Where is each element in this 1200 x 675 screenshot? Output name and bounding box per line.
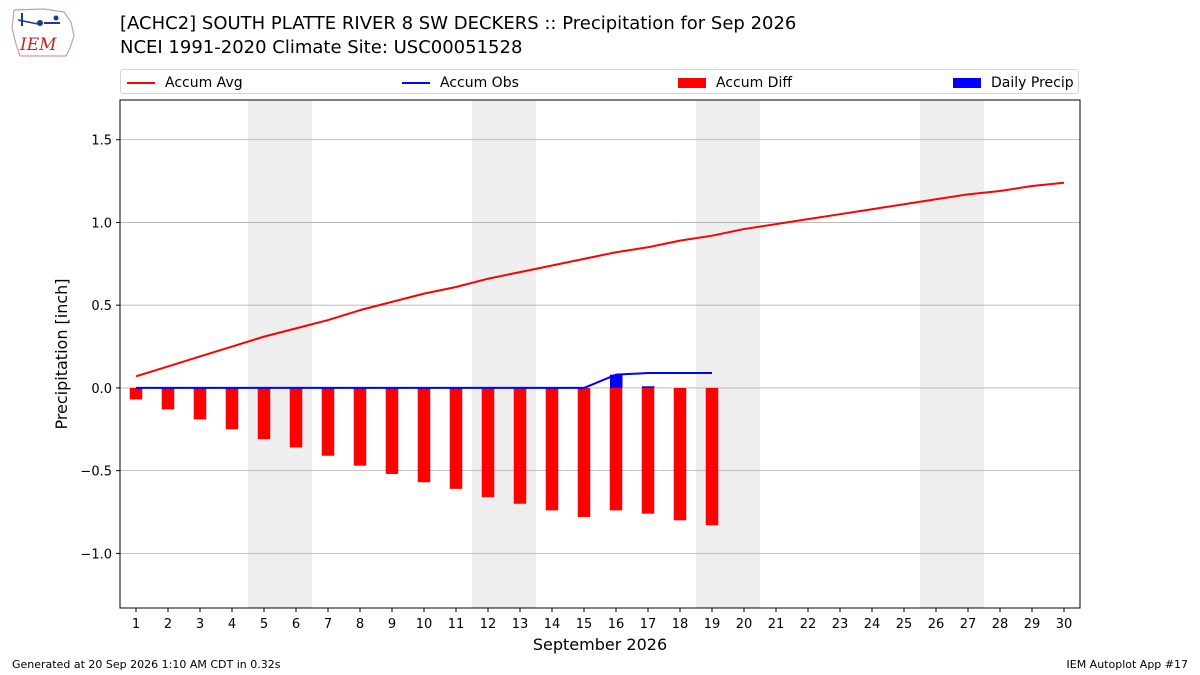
chart-subtitle: NCEI 1991-2020 Climate Site: USC00051528 (120, 37, 523, 58)
x-tick-label: 8 (356, 617, 364, 632)
x-tick-label: 21 (768, 617, 785, 632)
chart-title: [ACHC2] SOUTH PLATTE RIVER 8 SW DECKERS … (120, 13, 797, 34)
legend-item-accum-obs: Accum Obs (402, 70, 519, 95)
x-tick-label: 28 (992, 617, 1009, 632)
legend-item-accum-avg: Accum Avg (127, 70, 243, 95)
legend-label-daily-precip: Daily Precip (991, 74, 1074, 91)
logo-text: IEM (19, 35, 57, 55)
x-tick-label: 10 (416, 617, 433, 632)
legend-label-accum-diff: Accum Diff (716, 74, 793, 91)
y-tick-label: 0.0 (91, 382, 112, 397)
x-tick-label: 11 (448, 617, 465, 632)
x-tick-label: 12 (480, 617, 497, 632)
daily-precip-bar-16 (610, 374, 623, 388)
x-tick-label: 4 (228, 617, 236, 632)
x-tick-label: 1 (132, 617, 140, 632)
chart-legend: Accum Avg Accum Obs Accum Diff Daily Pre… (120, 69, 1079, 94)
legend-swatch-accum-avg (127, 81, 155, 84)
x-tick-label: 26 (928, 617, 945, 632)
x-tick-label: 24 (864, 617, 881, 632)
y-tick-label: −0.5 (80, 465, 112, 480)
generated-timestamp: Generated at 20 Sep 2026 1:10 AM CDT in … (12, 658, 281, 671)
x-tick-label: 30 (1056, 617, 1073, 632)
y-tick-label: 1.5 (91, 134, 112, 149)
x-tick-label: 6 (292, 617, 300, 632)
x-tick-label: 19 (704, 617, 721, 632)
iem-logo: IEM (8, 6, 80, 58)
legend-swatch-daily-precip (953, 77, 981, 88)
y-axis-label: Precipitation [inch] (52, 278, 71, 429)
legend-swatch-accum-diff (678, 77, 706, 88)
accum-diff-bar-17 (641, 387, 655, 514)
x-tick-label: 2 (164, 617, 172, 632)
x-tick-label: 23 (832, 617, 849, 632)
x-tick-label: 13 (512, 617, 529, 632)
accum-diff-bar-4 (225, 387, 239, 430)
accum-diff-bar-11 (449, 387, 463, 489)
x-tick-label: 29 (1024, 617, 1041, 632)
weekend-band-0 (248, 100, 312, 608)
x-tick-label: 18 (672, 617, 689, 632)
accum-diff-bar-12 (481, 387, 495, 498)
accum-diff-bar-8 (353, 387, 367, 466)
autoplot-app-label: IEM Autoplot App #17 (1066, 658, 1189, 671)
x-tick-label: 25 (896, 617, 913, 632)
accum-diff-bar-5 (257, 387, 271, 440)
accum-diff-bar-3 (193, 387, 207, 420)
accum-diff-bar-18 (673, 387, 687, 521)
x-tick-label: 27 (960, 617, 977, 632)
accum-diff-bar-6 (289, 387, 303, 448)
accum-diff-bar-15 (577, 387, 591, 517)
x-tick-label: 20 (736, 617, 753, 632)
legend-item-accum-diff: Accum Diff (678, 70, 792, 95)
y-tick-label: 1.0 (91, 216, 112, 231)
x-tick-label: 7 (324, 617, 332, 632)
x-tick-label: 14 (544, 617, 561, 632)
legend-label-accum-obs: Accum Obs (440, 74, 519, 91)
accum-diff-bar-7 (321, 387, 335, 456)
y-tick-label: 0.5 (91, 299, 112, 314)
x-tick-label: 3 (196, 617, 204, 632)
accum-obs-line (136, 372, 712, 389)
legend-item-daily-precip: Daily Precip (953, 70, 1074, 95)
x-tick-label: 22 (800, 617, 817, 632)
accum-diff-bar-2 (161, 387, 175, 410)
accum-diff-bar-16 (609, 387, 623, 511)
x-tick-label: 15 (576, 617, 593, 632)
x-axis-label: September 2026 (533, 635, 667, 654)
weekend-band-2 (696, 100, 760, 608)
daily-precip-bar-17 (642, 386, 655, 388)
weekend-band-3 (920, 100, 984, 608)
accum-diff-bar-14 (545, 387, 559, 511)
accum-diff-bar-9 (385, 387, 399, 474)
accum-diff-bar-13 (513, 387, 527, 504)
accum-diff-bar-19 (705, 387, 719, 526)
x-tick-label: 16 (608, 617, 625, 632)
accum-diff-bar-10 (417, 387, 431, 483)
x-tick-label: 9 (388, 617, 396, 632)
accum-avg-line (135, 181, 1065, 378)
plot-frame (119, 99, 1081, 609)
legend-swatch-accum-obs (402, 81, 430, 84)
legend-label-accum-avg: Accum Avg (165, 74, 243, 91)
x-tick-label: 5 (260, 617, 268, 632)
x-tick-label: 17 (640, 617, 657, 632)
accum-diff-bar-1 (129, 387, 143, 400)
weekend-band-1 (472, 100, 536, 608)
y-tick-label: −1.0 (80, 547, 112, 562)
